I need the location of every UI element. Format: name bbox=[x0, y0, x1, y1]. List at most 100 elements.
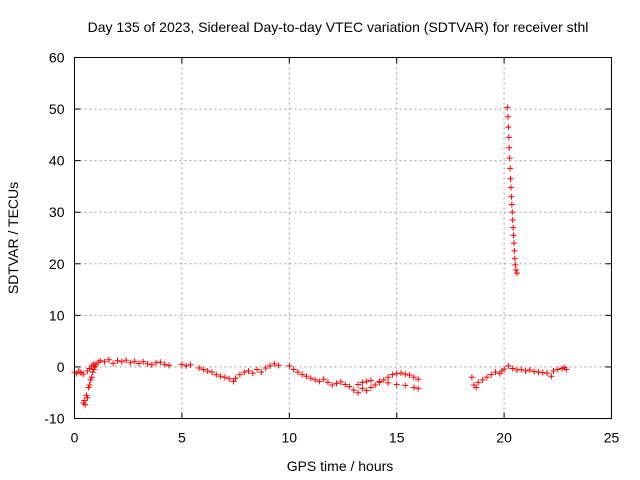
x-tick-label: 5 bbox=[178, 430, 186, 446]
data-point bbox=[324, 379, 331, 386]
data-point bbox=[241, 369, 248, 376]
data-point bbox=[86, 381, 93, 388]
data-point bbox=[83, 392, 90, 399]
data-point bbox=[262, 364, 269, 371]
data-point bbox=[359, 385, 366, 392]
data-point bbox=[221, 374, 228, 381]
data-point bbox=[393, 381, 400, 388]
data-point bbox=[509, 209, 516, 216]
data-point bbox=[402, 371, 409, 378]
x-tick-label: 25 bbox=[604, 430, 620, 446]
data-point bbox=[82, 401, 89, 408]
chart-title: Day 135 of 2023, Sidereal Day-to-day VTE… bbox=[88, 19, 589, 35]
data-point bbox=[410, 384, 417, 391]
data-point bbox=[200, 366, 207, 373]
data-point bbox=[85, 384, 92, 391]
data-point bbox=[101, 358, 108, 365]
data-point bbox=[415, 385, 422, 392]
data-point bbox=[97, 357, 104, 364]
data-point bbox=[266, 362, 273, 369]
data-point bbox=[526, 367, 533, 374]
data-point bbox=[258, 369, 265, 376]
data-point bbox=[87, 376, 94, 383]
data-point bbox=[510, 232, 517, 239]
data-point bbox=[563, 366, 570, 373]
data-point bbox=[245, 368, 252, 375]
data-point bbox=[290, 366, 297, 373]
data-point bbox=[213, 371, 220, 378]
data-point bbox=[271, 360, 278, 367]
data-point bbox=[376, 378, 383, 385]
data-point bbox=[512, 266, 519, 273]
data-point bbox=[355, 381, 362, 388]
data-point bbox=[166, 362, 173, 369]
data-point bbox=[415, 376, 422, 383]
data-point bbox=[385, 374, 392, 381]
data-point bbox=[479, 376, 486, 383]
data-point bbox=[90, 366, 97, 373]
data-point bbox=[337, 378, 344, 385]
data-point bbox=[316, 378, 323, 385]
data-point bbox=[208, 369, 215, 376]
data-points bbox=[71, 104, 570, 408]
x-tick-label: 15 bbox=[389, 430, 405, 446]
y-tick-label: 10 bbox=[49, 307, 65, 323]
data-point bbox=[397, 370, 404, 377]
data-point bbox=[535, 369, 542, 376]
grid-lines bbox=[74, 57, 612, 419]
data-point bbox=[389, 371, 396, 378]
data-point bbox=[367, 384, 374, 391]
data-point bbox=[89, 369, 96, 376]
tick-labels: 0 5 10 15 20 25 -10 0 10 20 30 40 50 60 bbox=[44, 50, 619, 446]
x-tick-label: 0 bbox=[71, 430, 79, 446]
data-point bbox=[342, 381, 349, 388]
data-point bbox=[367, 377, 374, 384]
data-point bbox=[329, 381, 336, 388]
data-point bbox=[507, 184, 514, 191]
data-point bbox=[333, 380, 340, 387]
data-point bbox=[359, 379, 366, 386]
data-point bbox=[294, 369, 301, 376]
data-point bbox=[105, 356, 112, 363]
data-point bbox=[178, 361, 185, 368]
y-tick-label: 20 bbox=[49, 256, 65, 272]
data-point bbox=[511, 255, 518, 262]
data-point bbox=[110, 360, 117, 367]
data-point bbox=[346, 383, 353, 390]
data-point bbox=[131, 358, 138, 365]
data-point bbox=[468, 374, 475, 381]
data-point bbox=[505, 134, 512, 141]
data-point bbox=[473, 384, 480, 391]
data-point bbox=[402, 382, 409, 389]
y-tick-label: 60 bbox=[49, 50, 65, 66]
data-point bbox=[350, 387, 357, 394]
y-tick-label: 40 bbox=[49, 153, 65, 169]
data-point bbox=[393, 370, 400, 377]
data-point bbox=[511, 247, 518, 254]
data-point bbox=[140, 358, 147, 365]
data-point bbox=[249, 370, 256, 377]
data-point bbox=[483, 374, 490, 381]
data-point bbox=[363, 387, 370, 394]
data-point bbox=[513, 367, 520, 374]
data-point bbox=[410, 374, 417, 381]
data-point bbox=[135, 360, 142, 367]
data-point bbox=[508, 201, 515, 208]
data-point bbox=[157, 359, 164, 366]
data-point bbox=[303, 373, 310, 380]
y-tick-label: 50 bbox=[49, 101, 65, 117]
y-axis-label: SDTVAR / TECUs bbox=[5, 182, 21, 294]
data-point bbox=[299, 371, 306, 378]
data-point bbox=[80, 371, 87, 378]
data-point bbox=[509, 365, 516, 372]
data-point bbox=[183, 362, 190, 369]
data-point bbox=[226, 375, 233, 382]
data-point bbox=[492, 369, 499, 376]
data-point bbox=[372, 381, 379, 388]
data-point bbox=[504, 113, 511, 120]
data-point bbox=[127, 359, 134, 366]
y-tick-label: 30 bbox=[49, 204, 65, 220]
data-point bbox=[508, 193, 515, 200]
data-point bbox=[114, 357, 121, 364]
